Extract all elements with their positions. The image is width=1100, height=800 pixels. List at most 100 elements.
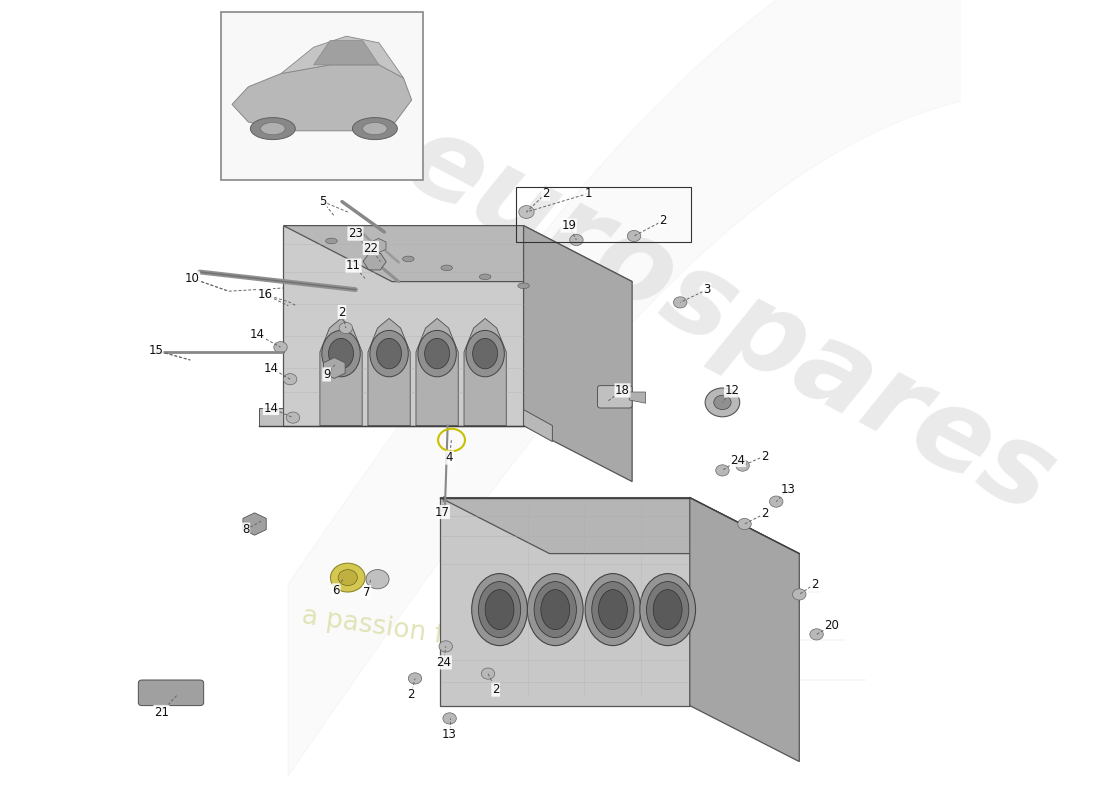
Ellipse shape <box>585 574 641 646</box>
Text: 7: 7 <box>363 586 371 598</box>
FancyBboxPatch shape <box>597 386 632 408</box>
Text: 19: 19 <box>561 219 576 232</box>
Circle shape <box>330 563 365 592</box>
Text: 13: 13 <box>780 483 795 496</box>
Ellipse shape <box>527 574 583 646</box>
Circle shape <box>284 374 297 385</box>
Circle shape <box>770 496 783 507</box>
Text: 22: 22 <box>363 242 378 254</box>
Circle shape <box>570 234 583 246</box>
Polygon shape <box>280 36 404 78</box>
Text: 24: 24 <box>730 454 746 466</box>
Text: 14: 14 <box>263 362 278 374</box>
Polygon shape <box>367 318 410 426</box>
Polygon shape <box>284 226 524 426</box>
Text: 17: 17 <box>434 506 450 518</box>
Polygon shape <box>260 408 284 426</box>
Circle shape <box>338 570 358 586</box>
Text: 8: 8 <box>242 523 250 536</box>
Ellipse shape <box>329 338 353 369</box>
Text: 14: 14 <box>263 402 278 414</box>
Circle shape <box>793 589 806 600</box>
Circle shape <box>714 395 732 410</box>
Text: 2: 2 <box>339 306 345 318</box>
Circle shape <box>274 342 287 353</box>
Ellipse shape <box>418 330 456 377</box>
Ellipse shape <box>466 330 505 377</box>
Circle shape <box>705 388 739 417</box>
Polygon shape <box>524 410 552 442</box>
Text: 2: 2 <box>761 450 769 462</box>
Text: 24: 24 <box>437 656 451 669</box>
Text: 5: 5 <box>319 195 327 208</box>
Text: 1: 1 <box>584 187 592 200</box>
Ellipse shape <box>322 330 361 377</box>
Circle shape <box>408 673 421 684</box>
Circle shape <box>339 322 353 334</box>
Ellipse shape <box>485 590 514 630</box>
Text: 16: 16 <box>257 288 273 301</box>
Ellipse shape <box>535 582 576 638</box>
Polygon shape <box>314 41 380 65</box>
Ellipse shape <box>480 274 491 279</box>
Text: 12: 12 <box>725 384 739 397</box>
Ellipse shape <box>403 256 414 262</box>
Ellipse shape <box>441 265 452 270</box>
Polygon shape <box>284 226 632 282</box>
Ellipse shape <box>473 338 497 369</box>
Text: a passion for parts since 1985: a passion for parts since 1985 <box>300 603 698 685</box>
Ellipse shape <box>541 590 570 630</box>
Polygon shape <box>320 318 362 426</box>
FancyBboxPatch shape <box>139 680 204 706</box>
Circle shape <box>443 713 456 724</box>
Text: 2: 2 <box>542 187 549 200</box>
Ellipse shape <box>352 118 397 139</box>
Ellipse shape <box>518 283 529 289</box>
Text: 2: 2 <box>659 214 667 227</box>
Ellipse shape <box>647 582 689 638</box>
Ellipse shape <box>363 122 387 134</box>
Ellipse shape <box>640 574 695 646</box>
Ellipse shape <box>472 574 527 646</box>
Ellipse shape <box>364 247 375 253</box>
Text: 9: 9 <box>323 368 330 381</box>
Text: 2: 2 <box>407 688 415 701</box>
Circle shape <box>738 518 751 530</box>
Polygon shape <box>440 498 690 706</box>
Text: 15: 15 <box>148 344 163 357</box>
Circle shape <box>627 230 641 242</box>
Polygon shape <box>232 65 411 130</box>
Text: 4: 4 <box>446 451 453 464</box>
Bar <box>516 187 691 242</box>
Circle shape <box>736 460 749 471</box>
Ellipse shape <box>376 338 402 369</box>
Text: 2: 2 <box>492 683 499 696</box>
Circle shape <box>519 206 535 218</box>
Text: 13: 13 <box>442 728 456 741</box>
Text: 20: 20 <box>825 619 839 632</box>
Text: 18: 18 <box>615 384 630 397</box>
Text: 23: 23 <box>348 227 363 240</box>
Text: 2: 2 <box>761 507 769 520</box>
Polygon shape <box>464 318 506 426</box>
Ellipse shape <box>425 338 450 369</box>
Circle shape <box>810 629 823 640</box>
Circle shape <box>439 641 452 652</box>
Text: 11: 11 <box>346 259 361 272</box>
Text: 21: 21 <box>154 706 169 718</box>
Text: 14: 14 <box>250 328 265 341</box>
Text: 3: 3 <box>703 283 711 296</box>
Circle shape <box>286 412 299 423</box>
Polygon shape <box>416 318 459 426</box>
Ellipse shape <box>326 238 338 244</box>
Circle shape <box>482 668 495 679</box>
Polygon shape <box>629 392 646 403</box>
Ellipse shape <box>370 330 408 377</box>
Polygon shape <box>690 498 800 762</box>
Text: 2: 2 <box>811 578 818 590</box>
Text: 10: 10 <box>185 272 199 285</box>
Ellipse shape <box>653 590 682 630</box>
Ellipse shape <box>592 582 634 638</box>
Ellipse shape <box>478 582 520 638</box>
Polygon shape <box>524 226 632 482</box>
